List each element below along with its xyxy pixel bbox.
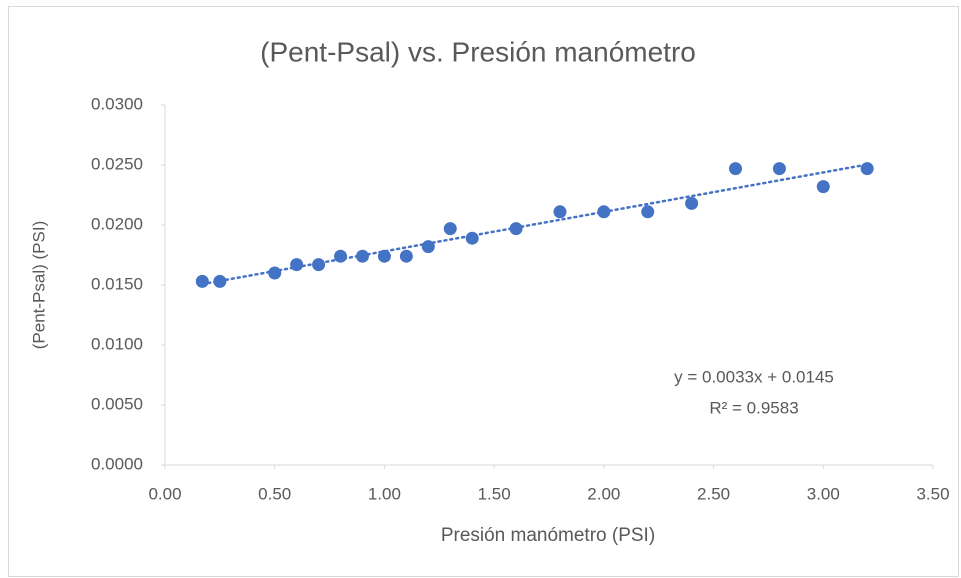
point	[641, 205, 655, 219]
x-axis-title: Presión manómetro (PSI)	[441, 525, 655, 546]
y-tick-label: 0.0300	[91, 94, 143, 113]
point	[377, 249, 391, 263]
y-tick-label: 0.0250	[91, 154, 143, 173]
point	[213, 274, 227, 288]
point	[597, 205, 611, 219]
point	[772, 162, 786, 176]
point	[312, 258, 326, 272]
x-tick-label: 1.50	[478, 484, 511, 503]
x-tick-label: 0.50	[258, 484, 291, 503]
x-tick-label: 3.00	[807, 484, 840, 503]
point	[268, 266, 282, 280]
trend-r2: R² = 0.9583	[709, 398, 798, 417]
point	[816, 180, 830, 194]
point	[399, 249, 413, 263]
x-tick-label: 2.50	[697, 484, 730, 503]
y-tick-label: 0.0100	[91, 334, 143, 353]
chart-title: (Pent-Psal) vs. Presión manómetro	[260, 36, 696, 67]
point	[443, 222, 457, 236]
trendline	[201, 163, 869, 286]
y-tick-label: 0.0050	[91, 394, 143, 413]
x-tick-label: 0.00	[148, 484, 181, 503]
point	[465, 231, 479, 245]
point	[355, 249, 369, 263]
x-tick-label: 2.00	[587, 484, 620, 503]
point	[334, 249, 348, 263]
point	[685, 196, 699, 210]
chart-border	[8, 6, 959, 577]
point	[860, 162, 874, 176]
y-axis-title: (Pent-Psal) (PSI)	[29, 221, 48, 349]
point	[729, 162, 743, 176]
x-tick-label: 1.00	[368, 484, 401, 503]
point	[290, 258, 304, 272]
point	[509, 222, 523, 236]
point	[421, 240, 435, 254]
y-tick-label: 0.0150	[91, 274, 143, 293]
point	[195, 274, 209, 288]
y-tick-label: 0.0200	[91, 214, 143, 233]
y-tick-label: 0.0000	[91, 454, 143, 473]
trend-equation: y = 0.0033x + 0.0145	[674, 367, 834, 386]
x-tick-label: 3.50	[916, 484, 949, 503]
point	[553, 205, 567, 219]
